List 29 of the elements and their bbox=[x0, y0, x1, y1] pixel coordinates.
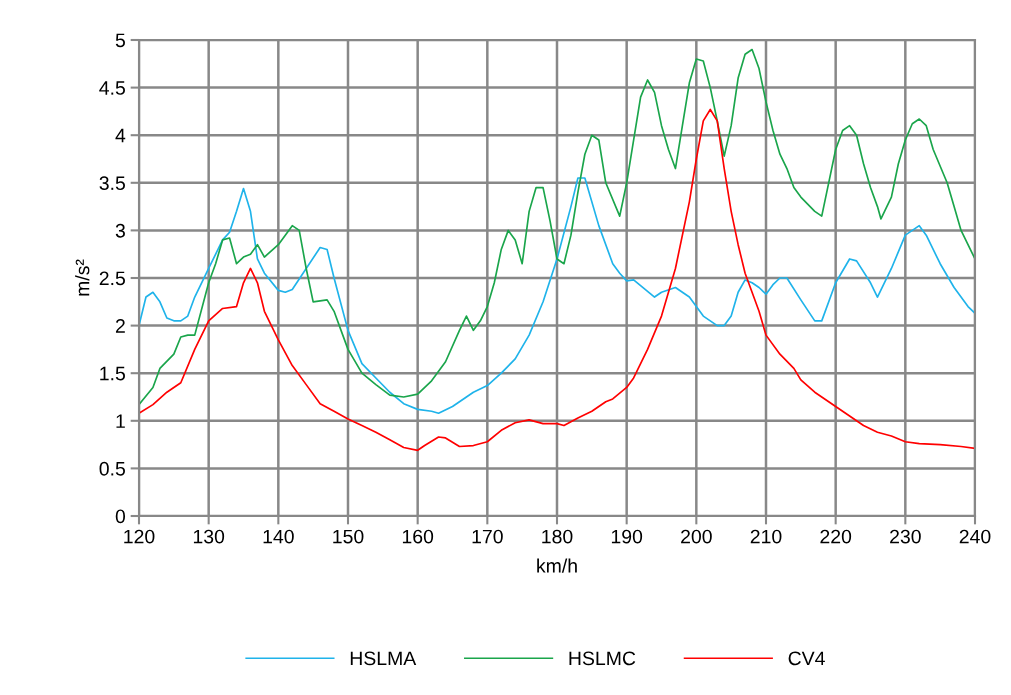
y-tick-label: 2 bbox=[115, 319, 125, 333]
x-tick-label: 210 bbox=[750, 529, 782, 544]
x-tick-label: 190 bbox=[611, 529, 643, 544]
x-tick-label: 240 bbox=[959, 529, 991, 544]
y-tick-label: 1.5 bbox=[100, 366, 125, 381]
y-tick-label: 2.5 bbox=[99, 271, 125, 286]
y-tick-label: 1 bbox=[116, 414, 125, 428]
legend-label: HSLMC bbox=[569, 651, 636, 666]
x-tick-label: 160 bbox=[402, 529, 434, 544]
y-tick-label: 5 bbox=[115, 33, 125, 48]
y-tick-label: 4.5 bbox=[99, 81, 125, 95]
x-tick-label: 230 bbox=[890, 529, 921, 544]
y-tick-label: 3 bbox=[115, 223, 125, 238]
x-axis-title: km/h bbox=[537, 558, 577, 573]
x-tick-label: 140 bbox=[263, 529, 294, 544]
x-tick-label: 120 bbox=[124, 529, 155, 544]
x-tick-label: 220 bbox=[820, 529, 852, 544]
y-tick-label: 0.5 bbox=[99, 461, 125, 476]
y-tick-label: 4 bbox=[115, 128, 126, 143]
x-tick-label: 200 bbox=[681, 529, 712, 544]
legend-label: HSLMA bbox=[350, 651, 417, 666]
legend-label: CV4 bbox=[788, 651, 825, 666]
y-tick-label: 3.5 bbox=[99, 176, 125, 191]
y-tick-label: 0 bbox=[115, 509, 126, 524]
x-tick-label: 150 bbox=[333, 529, 364, 544]
y-axis-title: m/s² bbox=[75, 259, 90, 296]
x-tick-label: 170 bbox=[472, 529, 503, 544]
x-tick-label: 180 bbox=[542, 529, 573, 544]
x-tick-label: 130 bbox=[193, 529, 225, 544]
